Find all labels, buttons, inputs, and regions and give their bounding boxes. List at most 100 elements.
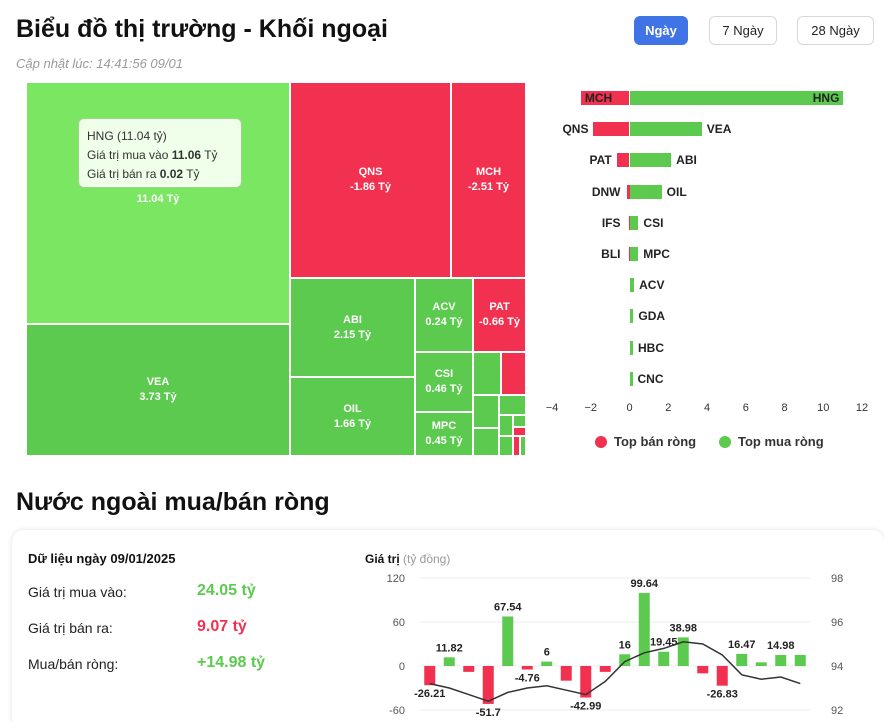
tile-value: -2.51 Tỷ [468,181,509,193]
legend-sell-dot [595,435,607,448]
bar-net-buy [638,592,650,666]
net-history-chart: Giá trị (tỷ đồng) 120 98 60 96 0 94 -60 92 -26.21 1… [360,550,860,722]
bar-net-sell [560,666,572,681]
buy-ticker-label: GDA [638,309,666,324]
bar-data-label: 14.98 [767,640,795,652]
bar-net-buy [619,654,631,666]
bar-sell-mch[interactable] [580,91,630,105]
bar-net-sell [521,666,533,670]
treemap-tile-abi[interactable]: ABI 2.15 Tỷ [290,278,415,377]
treemap-tile-csi[interactable]: CSI 0.46 Tỷ [415,352,473,412]
bar-buy-csi[interactable] [629,215,639,230]
bar-data-label: 19.45 [650,637,678,649]
tile-ticker: CSI [434,368,454,380]
bar-net-sell [424,666,436,686]
bar-sell-pat[interactable] [616,153,630,168]
tile-value: -1.86 Tỷ [350,181,391,193]
bar-data-label: -4.76 [515,672,540,684]
net-value-label: Mua/bán ròng: [28,656,119,672]
treemap-tile-mch[interactable]: MCH -2.51 Tỷ [451,82,526,278]
treemap-tile-small[interactable] [520,436,526,456]
bar-buy-vea[interactable] [629,122,702,137]
tab-7-days[interactable]: 7 Ngày [709,16,777,45]
x-axis-tick: −4 [545,402,559,414]
treemap-tile-oil[interactable]: OIL 1.66 Tỷ [290,377,415,456]
treemap-tile-vea[interactable]: VEA 3.73 Tỷ [26,324,290,456]
bar-sell-qns[interactable] [593,122,630,137]
bar-buy-oil[interactable] [629,184,662,199]
bar-buy-cnc[interactable] [629,371,633,386]
x-axis-tick: 8 [781,402,788,414]
y-axis-unit: (tỷ đồng) [403,552,450,566]
x-axis-tick: −2 [584,402,598,414]
tile-value: 0.46 Tỷ [425,383,463,395]
bar-data-label: 11.82 [436,642,463,654]
bar-net-sell [599,666,611,672]
sell-value: 9.07 tỷ [197,618,247,635]
bar-net-buy [658,651,670,666]
treemap-tile-small[interactable] [473,352,501,395]
sell-ticker-label: PAT [589,153,612,168]
bar-net-buy [677,637,689,666]
x-axis-tick: 2 [665,402,672,414]
bar-buy-gda[interactable] [629,309,634,324]
x-axis-tick: 6 [742,402,749,414]
tile-ticker: MPC [431,420,457,432]
bar-net-sell [463,666,475,672]
x-axis-tick: 4 [703,402,711,414]
treemap-tile-small[interactable] [513,415,526,427]
sell-ticker-label: IFS [601,215,621,230]
treemap-tile-small[interactable] [473,428,499,456]
page-title: Biểu đồ thị trường - Khối ngoại [16,15,388,43]
y-axis-tick: 120 [387,573,405,585]
bar-sell-dnw[interactable] [626,184,630,199]
tile-value: 1.66 Tỷ [333,417,372,430]
bar-data-label: 38.98 [669,622,697,634]
buy-ticker-label: HBC [637,340,664,355]
legend-buy[interactable]: Top mua ròng [719,434,824,449]
tooltip-sell-row: Giá trị bán ra 0.02 Tỷ [87,165,233,184]
bar-data-label: -51.7 [476,707,501,719]
net-section-title: Nước ngoài mua/bán ròng [16,488,330,516]
update-time: Cập nhật lúc: 14:41:56 09/01 [16,56,183,71]
tooltip-buy-value: 11.06 [171,148,202,162]
top-net-bar-chart: MCH HNG QNS VEA PAT ABI DNW OIL IFS CSI BLI MPC ACV G… [540,84,880,464]
net-history-svg: Giá trị (tỷ đồng) 120 98 60 96 0 94 -60 92 -26.21 1… [365,552,843,719]
bar-buy-hbc[interactable] [629,340,633,355]
y2-axis-tick: 92 [831,705,843,717]
bar-net-buy [736,653,748,666]
tab-day[interactable]: Ngày [634,16,688,45]
treemap-tile-qns[interactable]: QNS -1.86 Tỷ [290,82,451,278]
treemap-tile-mpc[interactable]: MPC 0.45 Tỷ [415,412,473,456]
legend-sell[interactable]: Top bán ròng [595,434,696,449]
bar-buy-hng[interactable] [629,91,844,105]
buy-value: 24.05 tỷ [197,582,256,599]
treemap-tile-small[interactable] [513,427,526,436]
treemap-tile-small[interactable] [499,395,526,415]
tab-28-days[interactable]: 28 Ngày [797,16,874,45]
bar-net-sell [697,666,709,674]
index-line [429,641,801,703]
treemap-tile-small[interactable] [501,352,526,395]
treemap-tile-acv[interactable]: ACV 0.24 Tỷ [415,278,473,352]
bar-data-label: -42.99 [570,701,601,713]
bar-data-label: -26.83 [707,689,738,701]
bar-buy-acv[interactable] [629,278,635,293]
x-axis-tick: 10 [817,402,830,414]
treemap-tile-pat[interactable]: PAT -0.66 Tỷ [473,278,526,352]
bar-net-buy [775,655,787,666]
buy-ticker-label: CSI [643,215,664,230]
y-axis-tick: -60 [389,705,405,717]
treemap-tile-small[interactable] [499,415,513,436]
y-axis-tick: 60 [393,617,405,629]
sell-ticker-label: DNW [591,184,621,199]
bar-data-label: -26.21 [414,688,445,700]
treemap-tile-small[interactable] [473,395,499,428]
data-date: Dữ liệu ngày 09/01/2025 [28,551,176,566]
treemap-tile-small[interactable] [499,436,513,456]
bar-buy-abi[interactable] [629,153,672,168]
bar-buy-mpc[interactable] [629,247,639,261]
sell-value-label: Giá trị bán ra: [28,620,113,636]
treemap-tile-small[interactable] [513,436,520,456]
legend-buy-dot [719,435,731,448]
